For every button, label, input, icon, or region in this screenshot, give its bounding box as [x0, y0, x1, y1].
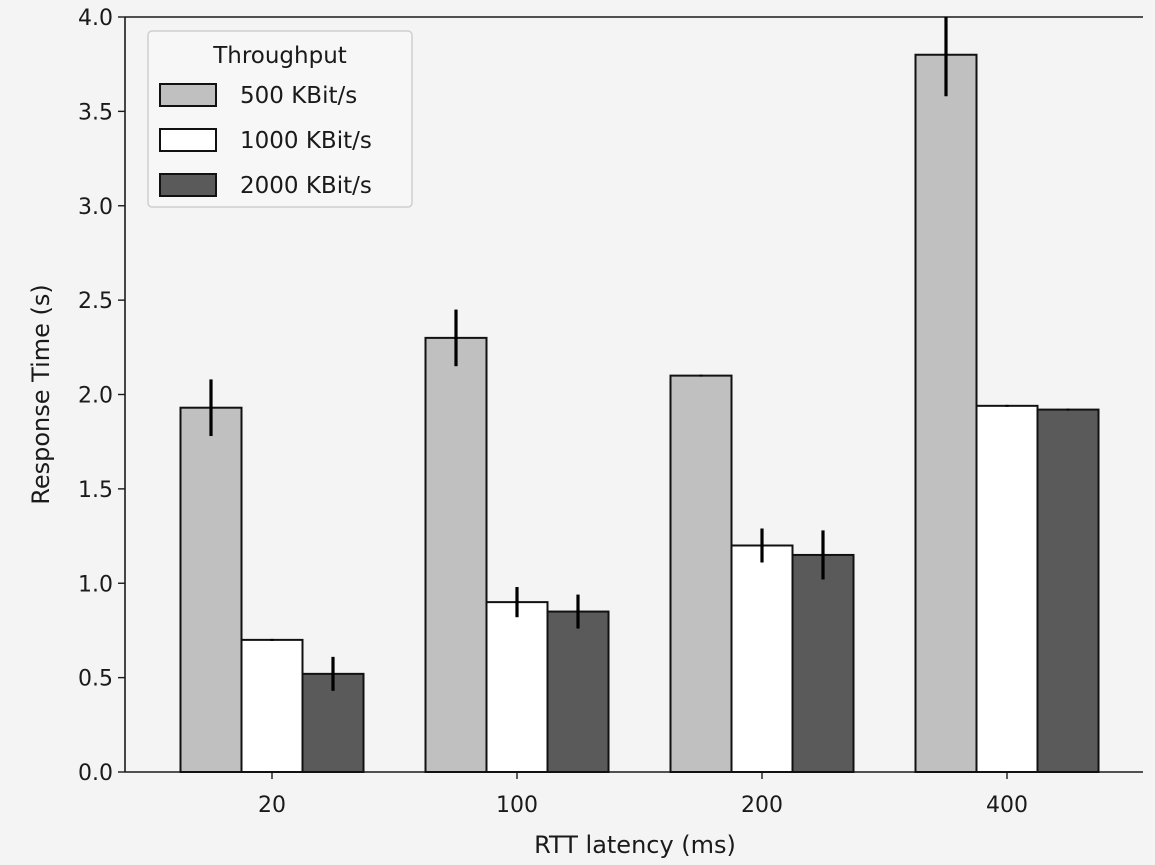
- x-tick-label: 200: [741, 793, 783, 818]
- bar: [240, 638, 304, 773]
- legend-label: 1000 KBit/s: [240, 128, 372, 154]
- y-tick-label: 4.0: [78, 6, 113, 31]
- y-tick-label: 0.0: [78, 761, 113, 786]
- bar: [914, 53, 978, 773]
- x-tick-label: 20: [258, 793, 286, 818]
- legend-swatch: [159, 128, 217, 152]
- bar: [179, 406, 243, 773]
- legend-swatch: [159, 83, 217, 107]
- bar: [791, 553, 855, 773]
- y-axis-label: Response Time (s): [27, 284, 55, 505]
- bar: [485, 601, 549, 773]
- bar: [424, 336, 488, 773]
- x-tick-label: 100: [496, 793, 538, 818]
- legend-label: 500 KBit/s: [240, 83, 357, 109]
- y-tick-label: 0.5: [78, 667, 113, 692]
- bar: [546, 610, 610, 773]
- bar: [730, 544, 794, 773]
- y-tick-label: 2.5: [78, 289, 113, 314]
- legend-swatch: [159, 173, 217, 197]
- y-tick-label: 3.5: [78, 100, 113, 125]
- bar: [975, 404, 1039, 773]
- legend-box: [147, 30, 413, 208]
- bar: [1036, 408, 1100, 773]
- y-tick-label: 1.5: [78, 478, 113, 503]
- x-tick-label: 400: [986, 793, 1028, 818]
- y-tick-label: 2.0: [78, 384, 113, 409]
- x-axis-label: RTT latency (ms): [534, 831, 736, 859]
- y-tick-label: 1.0: [78, 572, 113, 597]
- legend-title: Throughput: [212, 43, 347, 69]
- y-tick-label: 3.0: [78, 195, 113, 220]
- bar: [669, 374, 733, 773]
- legend-label: 2000 KBit/s: [240, 173, 372, 199]
